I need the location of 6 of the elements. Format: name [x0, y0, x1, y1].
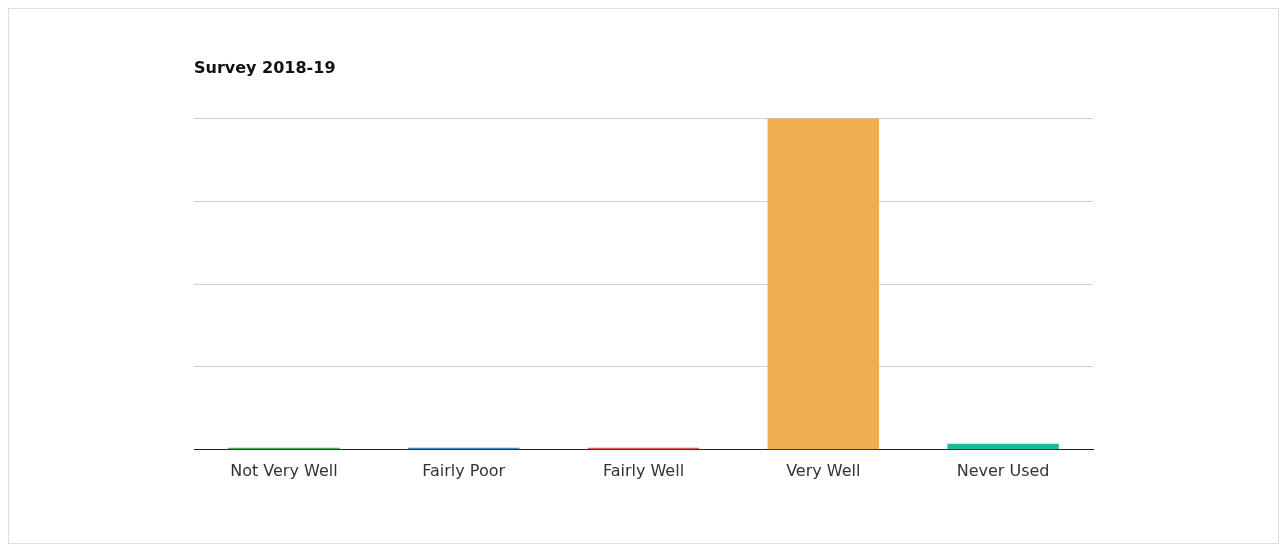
x-tick-label: Very Well — [786, 460, 861, 480]
x-tick-label: Not Very Well — [230, 460, 338, 480]
x-tick-label: Never Used — [956, 460, 1050, 480]
x-tick-label: Fairly Poor — [422, 460, 506, 480]
chart-title: Survey 2018-19 — [194, 57, 336, 77]
x-tick-label: Fairly Well — [602, 460, 685, 480]
